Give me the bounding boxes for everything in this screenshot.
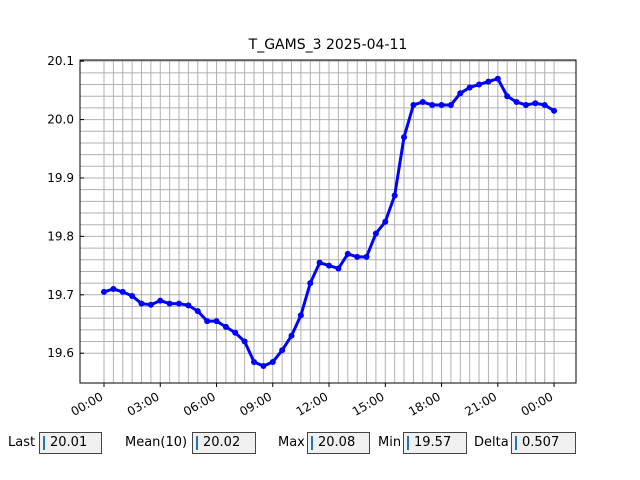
textbox-label: Delta <box>474 435 509 450</box>
x-tick-label: 03:00 <box>125 389 162 418</box>
point <box>288 332 295 339</box>
point <box>119 288 126 295</box>
point <box>297 312 304 319</box>
point <box>447 101 454 108</box>
point <box>391 192 398 199</box>
point <box>335 265 342 272</box>
point <box>466 84 473 91</box>
y-tick-label: 20.1 <box>47 54 74 68</box>
y-tick-label: 20.0 <box>47 113 74 127</box>
point <box>363 253 370 260</box>
point <box>401 134 408 141</box>
point <box>110 285 117 292</box>
point <box>204 318 211 325</box>
y-tick-label: 19.6 <box>47 346 74 360</box>
textbox-label: Max <box>278 435 305 450</box>
point <box>504 93 511 100</box>
point <box>494 75 501 82</box>
chart: T_GAMS_3 2025-04-11 19.6 19.7 19.8 19.9 20.0… <box>47 37 577 419</box>
point <box>138 300 145 307</box>
point <box>513 99 520 106</box>
point <box>532 100 539 107</box>
x-tick-label: 21:00 <box>462 389 499 418</box>
point <box>551 107 558 114</box>
point <box>176 300 183 307</box>
textbox[interactable]: 19.57 <box>403 432 467 454</box>
point <box>438 101 445 108</box>
textbox[interactable]: 20.01 <box>39 432 102 454</box>
textbox[interactable]: 20.08 <box>307 432 370 454</box>
textbox[interactable]: 20.02 <box>192 432 256 454</box>
x-tick-label: 15:00 <box>350 389 387 418</box>
point <box>232 329 239 336</box>
textbox[interactable]: 0.507 <box>511 432 576 454</box>
x-tick-label: 09:00 <box>237 389 274 418</box>
point <box>269 358 276 365</box>
point <box>429 101 436 108</box>
point <box>251 358 258 365</box>
plot-frame <box>79 59 577 384</box>
x-tick-label: 18:00 <box>406 389 443 418</box>
point <box>147 301 154 308</box>
textbox-label: Last <box>8 435 36 450</box>
point <box>485 78 492 85</box>
point <box>101 288 108 295</box>
point <box>157 297 164 304</box>
point <box>241 338 248 345</box>
textbox-label: Min <box>378 435 402 450</box>
point <box>344 250 351 257</box>
x-tick-label: 06:00 <box>181 389 218 418</box>
point <box>316 259 323 266</box>
point <box>326 262 333 269</box>
point <box>354 253 361 260</box>
point <box>260 363 267 370</box>
y-tick-label: 19.9 <box>47 171 74 185</box>
point <box>457 90 464 97</box>
point <box>194 308 201 315</box>
point <box>410 101 417 108</box>
y-tick-label: 19.7 <box>47 288 74 302</box>
x-tick-label: 12:00 <box>294 389 331 418</box>
textbox-label: Mean(10) <box>125 435 188 450</box>
point <box>222 323 229 330</box>
point <box>166 300 173 307</box>
point <box>476 81 483 88</box>
point <box>419 99 426 106</box>
chart-title: T_GAMS_3 2025-04-11 <box>248 37 408 53</box>
point <box>522 101 529 108</box>
point <box>129 292 136 299</box>
point <box>372 230 379 237</box>
point <box>541 101 548 108</box>
x-tick-label: 00:00 <box>519 389 556 418</box>
point <box>382 218 389 225</box>
point <box>185 302 192 309</box>
point <box>213 318 220 325</box>
point <box>279 347 286 354</box>
x-tick-label: 00:00 <box>69 389 106 418</box>
point <box>307 280 314 287</box>
y-tick-label: 19.8 <box>47 229 74 243</box>
